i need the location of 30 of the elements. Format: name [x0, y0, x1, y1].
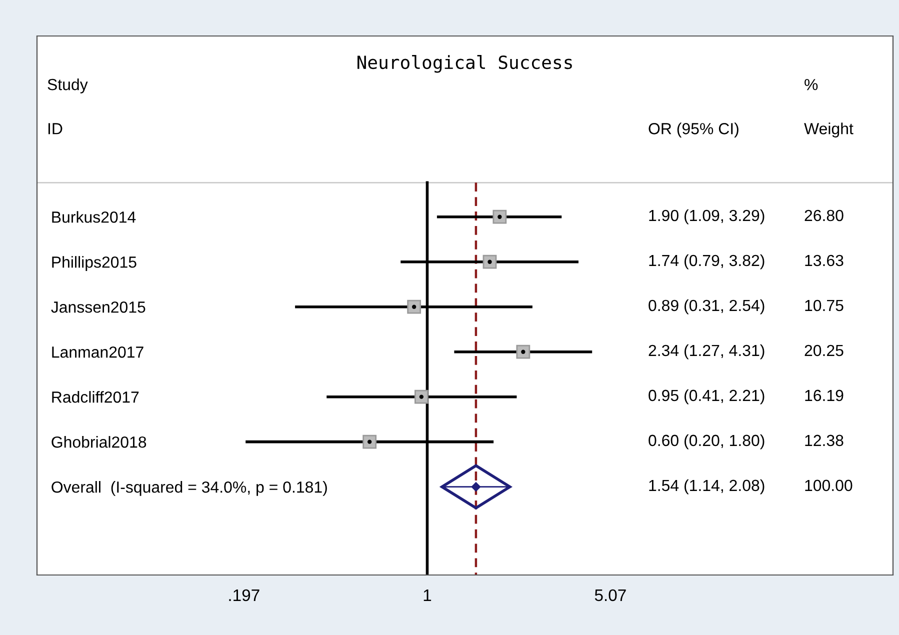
annotation: 100.00: [805, 480, 852, 492]
y-tick-label: Phillips2015: [52, 256, 136, 271]
annotation: 0.89 (0.31, 2.54): [648, 299, 764, 314]
x-tick-label: .197: [229, 589, 260, 602]
annotation: 2.34 (1.27, 4.31): [648, 344, 764, 360]
x-tick-label: 5.07: [594, 589, 626, 602]
text: ID: [48, 123, 62, 134]
annotation: 26.80: [804, 210, 844, 222]
y-tick-label: Lanman2017: [52, 346, 144, 358]
annotation: 0.95 (0.41, 2.21): [648, 389, 764, 404]
text: Study: [48, 78, 88, 94]
text: Weight: [804, 122, 854, 138]
annotation: 13.63: [805, 254, 844, 266]
y-tick-label: Ghobrial2018: [52, 436, 146, 448]
text: %: [804, 78, 818, 90]
chart-title: Neurological Success: [358, 55, 572, 73]
annotation: 20.25: [804, 344, 844, 356]
annotation: 1.54 (1.14, 2.08): [649, 479, 764, 494]
annotation: 16.19: [805, 390, 844, 402]
text: OR (95% CI): [648, 122, 738, 138]
y-tick-label: Janssen2015: [51, 301, 146, 313]
x-tick-label: 1: [424, 590, 432, 601]
annotation: 1.90 (1.09, 3.29): [649, 209, 764, 224]
annotation: 10.75: [805, 300, 844, 312]
annotation: 12.38: [805, 434, 844, 446]
y-tick-label: Radcliff2017: [52, 391, 139, 403]
y-tick-label: Burkus2014: [52, 211, 136, 223]
annotation: 1.74 (0.79, 3.82): [649, 254, 764, 270]
y-tick-label: Overall (I-squared = 34.0%, p = 0.181): [52, 481, 327, 496]
annotation: 0.60 (0.20, 1.80): [648, 434, 764, 450]
